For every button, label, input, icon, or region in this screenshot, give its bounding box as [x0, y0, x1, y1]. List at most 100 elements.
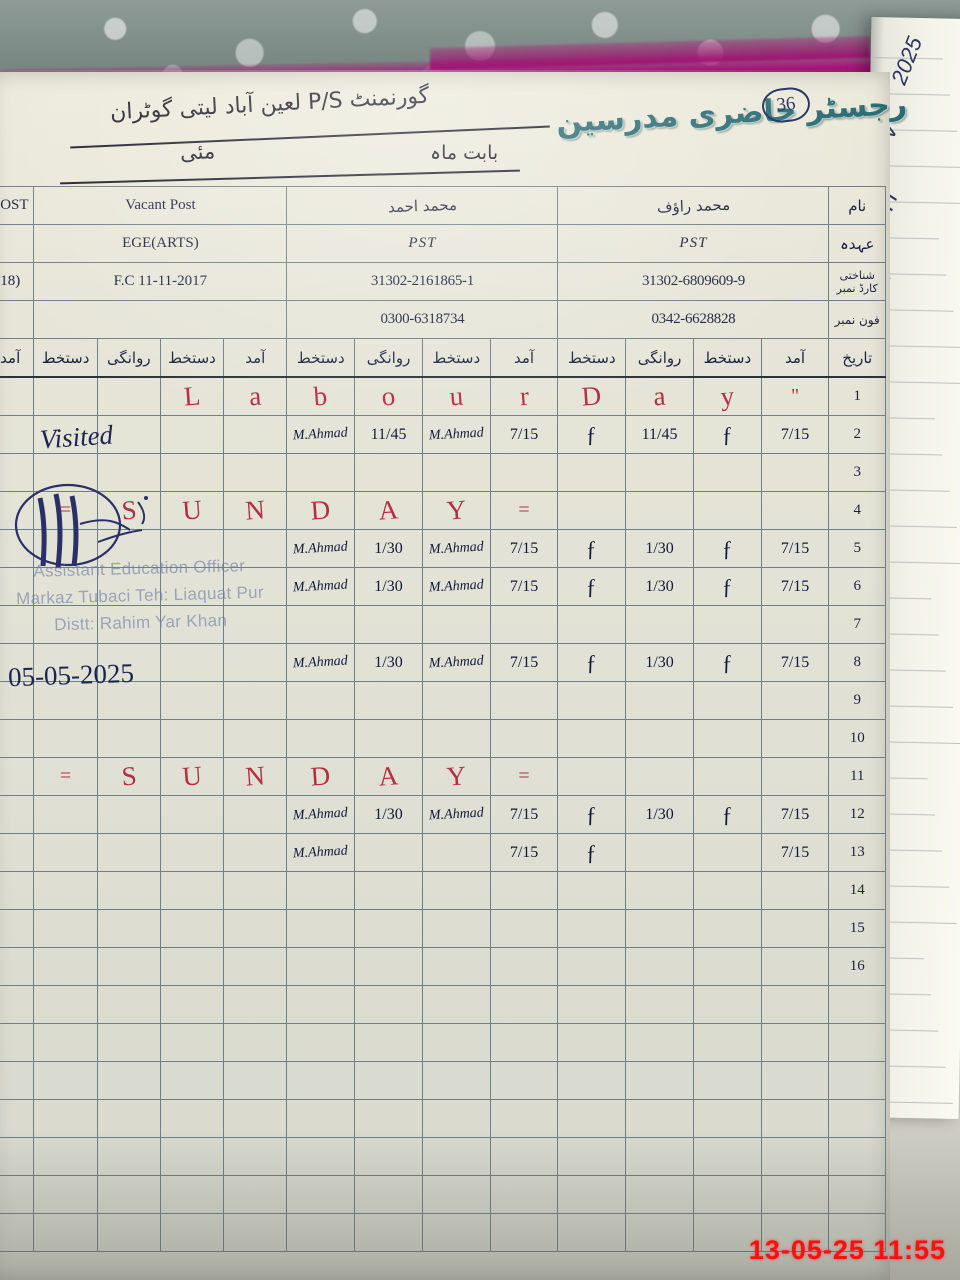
row-cell [760, 1061, 830, 1100]
row-cell [692, 1213, 762, 1252]
signature-tick: ƒ [720, 800, 735, 828]
row-cell [159, 1137, 225, 1176]
row-cell [33, 643, 98, 682]
signature-tick: ƒ [584, 534, 599, 562]
inspection-date: 05-05-2025 [7, 657, 135, 693]
row-number: 15 [828, 909, 886, 948]
row-cell [692, 871, 762, 910]
row-cell [0, 909, 35, 948]
row-cell [760, 1023, 830, 1062]
row-cell [0, 1023, 35, 1062]
row-number: 14 [828, 871, 886, 910]
row-cell [760, 909, 830, 948]
row-cell [159, 947, 225, 986]
row-cell [96, 909, 161, 948]
teacher2-designation-cell: PST [286, 224, 559, 263]
row-cell [557, 985, 627, 1024]
row-cell [223, 1137, 288, 1176]
row-cell: = [33, 757, 98, 796]
row-cell [692, 453, 762, 492]
signature-mark: M.Ahmad [428, 539, 485, 557]
row-cell: U [159, 491, 225, 530]
row-cell [223, 681, 288, 720]
row-cell [96, 1175, 161, 1214]
month-label: بابت ماہ [430, 142, 499, 164]
signature-mark: M.Ahmad [292, 805, 349, 823]
row-cell [354, 1137, 423, 1176]
teacher1-designation-cell: PST [557, 224, 830, 263]
row-cell: 1/30 [625, 567, 694, 606]
row-cell: D [286, 757, 356, 796]
special-day-letter: = [59, 765, 72, 787]
row-cell [557, 1175, 627, 1214]
row-cell [557, 909, 627, 948]
signature-mark: M.Ahmad [292, 577, 349, 595]
row-cell [159, 833, 225, 872]
row-cell: 1/30 [354, 643, 423, 682]
row-number: 12 [828, 795, 886, 834]
time-entry: 7/15 [509, 577, 539, 595]
row-cell [0, 415, 35, 454]
row-cell [33, 1175, 98, 1214]
teacher3-phone-cell [33, 300, 288, 339]
teacher1-name-cell: محمد راؤف [557, 181, 830, 230]
special-day-letter: Y [445, 760, 468, 792]
table-row [0, 1213, 886, 1252]
visited-annotation: Visited [39, 419, 114, 455]
row-cell: M.Ahmad [286, 567, 356, 606]
row-cell: 11/45 [354, 415, 423, 454]
row-cell [625, 1099, 694, 1138]
row-cell [96, 415, 161, 454]
row-cell [421, 871, 491, 910]
row-cell [692, 1099, 762, 1138]
row-cell: D [286, 491, 356, 530]
teacher2-name-cell: محمد احمد [286, 181, 559, 230]
row-cell [692, 1137, 762, 1176]
time-entry: 7/15 [509, 539, 539, 557]
row-cell [489, 1137, 559, 1176]
time-entry: 1/30 [645, 577, 674, 595]
inspector-signature [14, 483, 148, 569]
row-cell [625, 719, 694, 758]
row-cell [96, 1137, 161, 1176]
row-cell: ƒ [692, 795, 762, 834]
row-cell: M.Ahmad [421, 643, 491, 682]
row-cell [692, 1175, 762, 1214]
special-day-letter: A [377, 760, 400, 792]
row-cell [286, 947, 356, 986]
row-cell [0, 643, 35, 682]
time-entry: 7/15 [780, 653, 810, 671]
row-cell [223, 1023, 288, 1062]
row-cell [489, 1099, 559, 1138]
camera-timestamp: 13-05-25 11:55 [748, 1235, 946, 1265]
row-cell [159, 415, 225, 454]
row-cell [286, 1213, 356, 1252]
row-number: 1 [828, 376, 886, 416]
row-cell [421, 1213, 491, 1252]
label-cnic: شناختی کارڈ نمبر [828, 262, 886, 301]
row-cell: ƒ [557, 529, 627, 568]
row-cell: y [692, 376, 762, 416]
row-cell [421, 719, 491, 758]
row-cell: 1/30 [625, 529, 694, 568]
row-cell: S [96, 757, 161, 796]
row-cell [286, 985, 356, 1024]
row-cell [354, 1175, 423, 1214]
row-number: 10 [828, 719, 886, 758]
row-cell [223, 1175, 288, 1214]
row-cell: 7/15 [760, 795, 830, 834]
time-entry: 7/15 [509, 805, 539, 823]
row-number [828, 1137, 886, 1176]
signature-tick: ƒ [584, 572, 599, 600]
row-cell: Y [421, 757, 491, 796]
row-number [828, 1175, 886, 1214]
row-cell [557, 453, 627, 492]
month-value: مئی [179, 139, 216, 165]
table-row [0, 985, 886, 1024]
subheader-signature-3: دستخط [421, 338, 491, 378]
row-cell [223, 567, 288, 606]
row-cell [159, 985, 225, 1024]
row-cell [159, 1099, 225, 1138]
row-cell [489, 681, 559, 720]
table-row: 14 [0, 871, 886, 910]
